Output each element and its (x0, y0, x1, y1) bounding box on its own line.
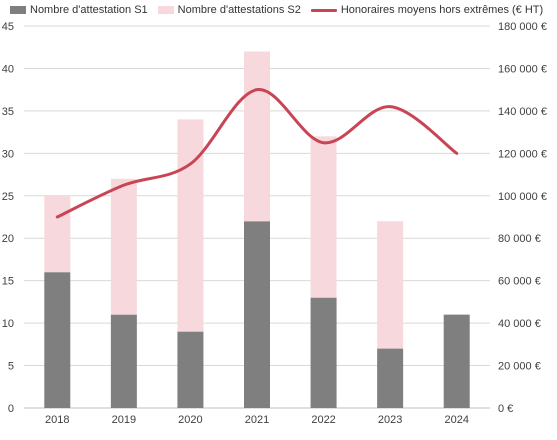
x-tick-label: 2020 (178, 414, 202, 426)
y-left-tick-label: 45 (2, 21, 14, 33)
y-right-tick-label: 20 000 € (498, 361, 541, 373)
legend-label-honoraires: Honoraires moyens hors extrêmes (€ HT) (340, 4, 544, 16)
y-right-tick-label: 0 € (498, 403, 513, 415)
y-right-tick-label: 100 000 € (498, 191, 547, 203)
y-left-tick-label: 40 (2, 63, 14, 75)
bar-s1 (244, 221, 270, 408)
y-right-tick-label: 40 000 € (498, 318, 541, 330)
y-left-tick-label: 25 (2, 191, 14, 203)
y-right-tick-label: 160 000 € (498, 63, 547, 75)
y-left-tick-label: 20 (2, 233, 14, 245)
bar-s2 (44, 195, 71, 273)
bar-s2 (310, 136, 337, 298)
bar-s1 (310, 297, 337, 408)
x-tick-label: 2024 (444, 414, 468, 426)
x-tick-label: 2023 (378, 414, 402, 426)
legend-item-s1: Nombre d'attestation S1 (10, 4, 148, 16)
x-tick-label: 2022 (311, 414, 335, 426)
bar-s2 (377, 221, 404, 349)
bar-s2 (110, 178, 137, 315)
legend-swatch-s1 (10, 6, 26, 14)
y-right-tick-label: 80 000 € (498, 233, 541, 245)
bar-s1 (44, 272, 71, 408)
y-left-tick-label: 0 (8, 403, 14, 415)
bar-s1 (377, 348, 404, 408)
y-right-tick-label: 120 000 € (498, 148, 547, 160)
legend-item-s2: Nombre d'attestations S2 (157, 4, 301, 16)
legend: Nombre d'attestation S1 Nombre d'attesta… (10, 3, 553, 17)
bar-s2 (244, 51, 270, 222)
y-right-tick-label: 140 000 € (498, 106, 547, 118)
bar-s1 (443, 314, 470, 408)
y-left-tick-label: 5 (8, 361, 14, 373)
legend-item-honoraires: Honoraires moyens hors extrêmes (€ HT) (310, 4, 544, 16)
y-right-tick-label: 180 000 € (498, 21, 547, 33)
y-left-tick-label: 30 (2, 148, 14, 160)
legend-label-s2: Nombre d'attestations S2 (177, 4, 301, 16)
x-tick-label: 2018 (45, 414, 69, 426)
x-tick-label: 2019 (112, 414, 136, 426)
bar-s1 (177, 331, 204, 408)
bar-s2 (177, 119, 204, 332)
y-left-tick-label: 10 (2, 318, 14, 330)
legend-label-s1: Nombre d'attestation S1 (30, 4, 148, 16)
y-left-tick-label: 35 (2, 106, 14, 118)
y-right-tick-label: 60 000 € (498, 276, 541, 288)
y-left-tick-label: 15 (2, 276, 14, 288)
legend-swatch-honoraires (310, 8, 337, 12)
x-tick-label: 2021 (245, 414, 269, 426)
legend-swatch-s2 (157, 6, 174, 14)
bar-s1 (110, 314, 137, 408)
